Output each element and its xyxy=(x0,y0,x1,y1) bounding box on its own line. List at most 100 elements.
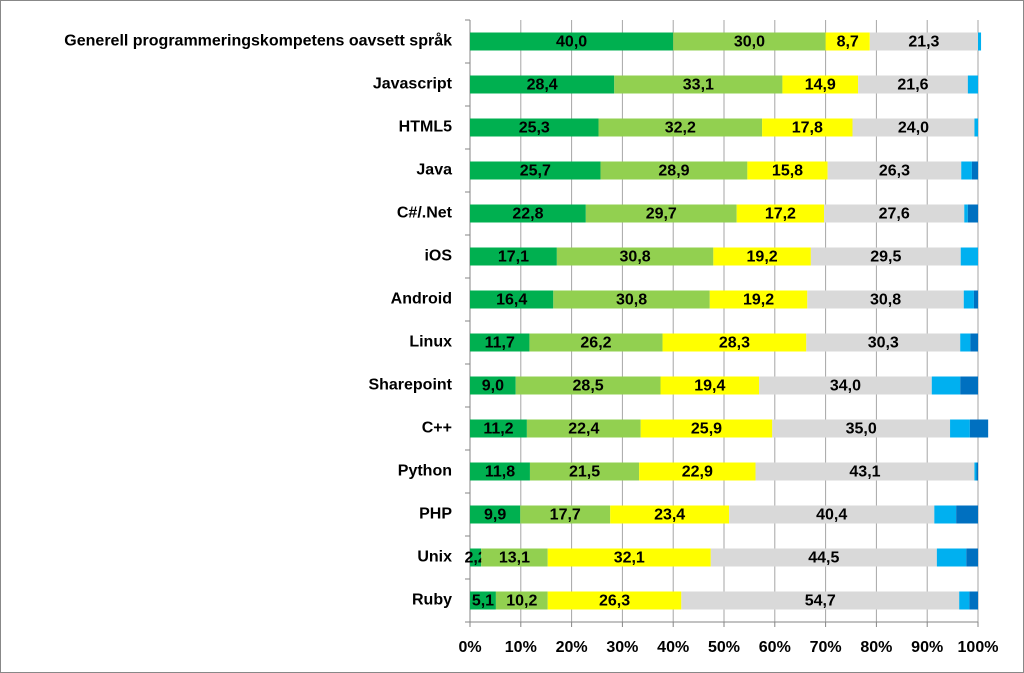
x-tick-label: 100% xyxy=(958,639,999,656)
bar-segment xyxy=(547,548,711,567)
bar-segment xyxy=(556,247,714,266)
bar-segment xyxy=(470,376,516,395)
value-label: 9,0 xyxy=(482,378,504,395)
bar-segment xyxy=(553,290,710,309)
value-label: 25,9 xyxy=(691,421,722,438)
bar-segment xyxy=(520,505,611,524)
value-label: 17,1 xyxy=(498,249,529,266)
bar-segment xyxy=(470,161,601,180)
bar-segment xyxy=(759,376,932,395)
bar-segment xyxy=(956,505,978,524)
value-label: 11,2 xyxy=(483,421,513,438)
bar-segment xyxy=(973,290,978,309)
bar-segment xyxy=(470,333,530,352)
category-label: Python xyxy=(398,463,452,480)
value-label: 17,8 xyxy=(792,120,823,137)
x-tick-label: 70% xyxy=(810,639,842,656)
category-label: PHP xyxy=(419,506,452,523)
bar-segment xyxy=(807,290,964,309)
value-label: 29,5 xyxy=(870,249,901,266)
bar-segment xyxy=(966,548,978,567)
x-tick-label: 80% xyxy=(860,639,892,656)
bar-segment xyxy=(960,376,978,395)
value-label: 21,6 xyxy=(897,77,928,94)
bar-segment xyxy=(827,161,962,180)
bar-segment xyxy=(858,75,968,94)
category-label: HTML5 xyxy=(399,119,452,136)
value-label: 32,2 xyxy=(665,120,696,137)
bar-segment xyxy=(959,591,970,610)
value-label: 40,0 xyxy=(556,34,587,51)
bar-segment xyxy=(960,333,971,352)
bar-segment xyxy=(470,419,527,438)
value-label: 21,3 xyxy=(908,34,939,51)
category-label: Generell programmeringskompetens oavsett… xyxy=(64,32,452,50)
value-label: 27,6 xyxy=(879,206,910,223)
value-label: 33,1 xyxy=(683,77,714,94)
bar-segment xyxy=(978,32,982,51)
bar-segment xyxy=(662,333,807,352)
bar-segment xyxy=(736,204,825,223)
bar-segment xyxy=(681,591,960,610)
x-tick-label: 20% xyxy=(556,639,588,656)
bar-segment xyxy=(755,462,975,481)
bar-segment xyxy=(960,247,978,266)
bar-segment xyxy=(931,376,961,395)
category-label: Java xyxy=(416,162,452,179)
bar-segment xyxy=(481,548,548,567)
bar-segment xyxy=(470,118,599,137)
category-label: Ruby xyxy=(412,592,452,609)
value-label: 54,7 xyxy=(805,593,836,610)
value-label: 30,0 xyxy=(734,34,765,51)
value-label: 10,2 xyxy=(506,593,537,610)
bar-segment xyxy=(470,548,482,567)
value-label: 19,4 xyxy=(694,378,725,395)
bar-segment xyxy=(810,247,961,266)
bar-segment xyxy=(709,290,808,309)
bar-segment xyxy=(673,32,826,51)
value-label: 28,5 xyxy=(573,378,604,395)
category-label: C#/.Net xyxy=(397,205,453,222)
value-label: 22,8 xyxy=(512,206,543,223)
x-tick-label: 10% xyxy=(505,639,537,656)
bar-segment xyxy=(969,591,978,610)
bar-segment xyxy=(526,419,641,438)
value-label: 9,9 xyxy=(484,507,506,524)
bar-segment xyxy=(610,505,730,524)
value-label: 30,3 xyxy=(868,335,899,352)
value-label: 44,5 xyxy=(808,550,839,567)
value-label: 11,7 xyxy=(485,335,515,352)
category-label: Javascript xyxy=(373,76,453,93)
bar-segment xyxy=(934,505,957,524)
value-label: 35,0 xyxy=(846,421,877,438)
value-label: 28,9 xyxy=(658,163,689,180)
bar-segment xyxy=(971,161,978,180)
value-label: 26,2 xyxy=(580,335,611,352)
value-label: 43,1 xyxy=(849,464,880,481)
x-tick-label: 0% xyxy=(458,639,481,656)
value-label: 32,1 xyxy=(614,550,645,567)
value-label: 30,8 xyxy=(870,292,901,309)
bar-segment xyxy=(967,204,978,223)
category-label: Sharepoint xyxy=(368,377,452,394)
bar-segment xyxy=(660,376,760,395)
value-label: 30,8 xyxy=(616,292,647,309)
value-label: 5,1 xyxy=(472,593,494,610)
value-label: 24,0 xyxy=(898,120,929,137)
bar-segment xyxy=(782,75,859,94)
bar-segment xyxy=(547,591,682,610)
value-label: 25,3 xyxy=(519,120,550,137)
bar-segment xyxy=(806,333,961,352)
x-tick-label: 90% xyxy=(911,639,943,656)
value-label: 22,9 xyxy=(682,464,713,481)
bar-segment xyxy=(470,290,554,309)
value-label: 30,8 xyxy=(620,249,651,266)
value-label: 8,7 xyxy=(837,34,859,51)
value-label: 15,8 xyxy=(772,163,803,180)
bar-segment xyxy=(762,118,853,137)
bar-segment xyxy=(470,204,586,223)
x-tick-label: 30% xyxy=(606,639,638,656)
x-tick-label: 50% xyxy=(708,639,740,656)
bar-segment xyxy=(969,419,989,438)
